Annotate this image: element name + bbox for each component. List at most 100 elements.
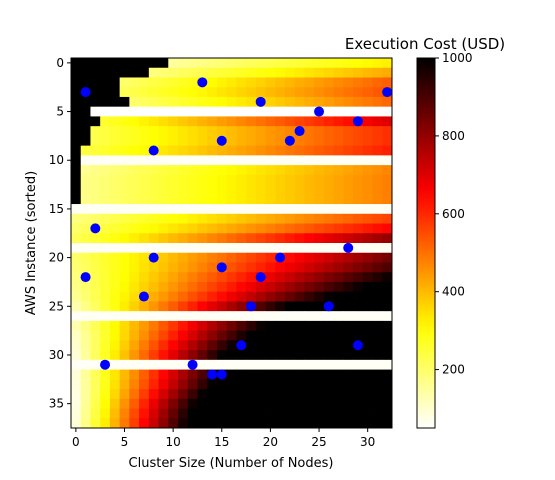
heatmap-cell [323, 359, 335, 370]
heatmap-cell [71, 145, 82, 156]
heatmap-cell [148, 330, 159, 341]
heatmap-cell [197, 252, 208, 263]
heatmap-cell [255, 350, 266, 361]
heatmap-cell [275, 418, 286, 428]
heatmap-cell [139, 398, 150, 409]
heatmap-cell [168, 106, 179, 117]
heatmap-cell [382, 126, 392, 137]
heatmap-cell [158, 350, 169, 361]
heatmap-cell [323, 291, 335, 302]
heatmap-cell [304, 77, 315, 88]
heatmap-cell [353, 359, 364, 370]
heatmap-cell [197, 204, 208, 215]
heatmap-cell [226, 184, 237, 195]
heatmap-cell [275, 204, 286, 215]
heatmap-cell [382, 262, 392, 273]
heatmap-cell [71, 359, 82, 370]
heatmap-cell [139, 126, 150, 137]
heatmap-cell [158, 194, 169, 205]
heatmap-cell [80, 262, 91, 273]
heatmap-cell [139, 262, 150, 273]
heatmap-cell [265, 174, 276, 185]
heatmap-cell [333, 106, 344, 117]
heatmap-cell [343, 87, 354, 98]
heatmap-cell [148, 301, 159, 312]
heatmap-cell [333, 116, 344, 127]
heatmap-cell [129, 96, 140, 108]
heatmap-cell [148, 418, 159, 428]
heatmap-cell [187, 87, 198, 98]
heatmap-cell [71, 389, 82, 400]
heatmap-cell [139, 204, 150, 215]
heatmap-cell [119, 320, 130, 332]
heatmap-cell [323, 204, 335, 215]
heatmap-cell [372, 126, 383, 137]
heatmap-cell [285, 369, 296, 380]
heatmap-cell [265, 184, 276, 195]
heatmap-cell [323, 350, 335, 361]
heatmap-cell [304, 311, 315, 322]
x-tick-label: 25 [311, 435, 326, 449]
heatmap-cell [158, 340, 169, 351]
heatmap-cell [314, 204, 325, 215]
heatmap-cell [236, 87, 247, 98]
scatter-point [197, 77, 208, 88]
heatmap-cell [158, 379, 169, 390]
y-tick-label: 25 [49, 299, 64, 313]
heatmap-cell [109, 194, 121, 205]
heatmap-cell [80, 301, 91, 312]
heatmap-cell [109, 262, 121, 273]
heatmap-cell [109, 155, 121, 166]
heatmap-cell [178, 165, 189, 176]
heatmap-cell [382, 145, 392, 156]
heatmap-cell [362, 243, 373, 254]
heatmap-cell [158, 398, 169, 409]
heatmap-cell [90, 389, 101, 400]
heatmap-cell [216, 96, 228, 108]
heatmap-cell [343, 398, 354, 409]
heatmap-cell [187, 67, 198, 78]
heatmap-cell [246, 174, 257, 185]
heatmap-cell [275, 243, 286, 254]
heatmap-cell [178, 418, 189, 428]
heatmap-cell [71, 272, 82, 283]
heatmap-cell [129, 58, 140, 69]
heatmap-cell [226, 194, 237, 205]
heatmap-cell [382, 340, 392, 351]
heatmap-cell [119, 67, 130, 78]
scatter-point [187, 359, 198, 370]
heatmap-cell [100, 77, 111, 88]
heatmap-cell [333, 389, 344, 400]
heatmap-cell [226, 96, 237, 108]
heatmap-cell [119, 126, 130, 137]
heatmap-cell [304, 408, 315, 419]
heatmap-cell [353, 398, 364, 409]
y-tick-label: 20 [49, 251, 64, 265]
heatmap-cell [148, 379, 159, 390]
heatmap-cell [265, 350, 276, 361]
heatmap-cell [109, 174, 121, 185]
heatmap-cell [129, 340, 140, 351]
heatmap-cell [294, 252, 305, 263]
heatmap-cells [71, 58, 392, 428]
heatmap-cell [148, 408, 159, 419]
heatmap-cell [314, 184, 325, 195]
colorbar-tick-label: 200 [442, 363, 465, 377]
heatmap-cell [139, 340, 150, 351]
heatmap-cell [178, 408, 189, 419]
heatmap-cell [207, 87, 218, 98]
heatmap-cell [119, 233, 130, 244]
heatmap-cell [333, 330, 344, 341]
heatmap-cell [187, 116, 198, 127]
heatmap-cell [129, 389, 140, 400]
heatmap-cell [314, 116, 325, 127]
heatmap-cell [323, 243, 335, 254]
heatmap-cell [129, 291, 140, 302]
heatmap-cell [158, 145, 169, 156]
heatmap-cell [323, 135, 335, 147]
heatmap-cell [314, 155, 325, 166]
heatmap-cell [158, 233, 169, 244]
heatmap-cell [362, 96, 373, 108]
heatmap-cell [119, 213, 130, 224]
heatmap-cell [100, 252, 111, 263]
